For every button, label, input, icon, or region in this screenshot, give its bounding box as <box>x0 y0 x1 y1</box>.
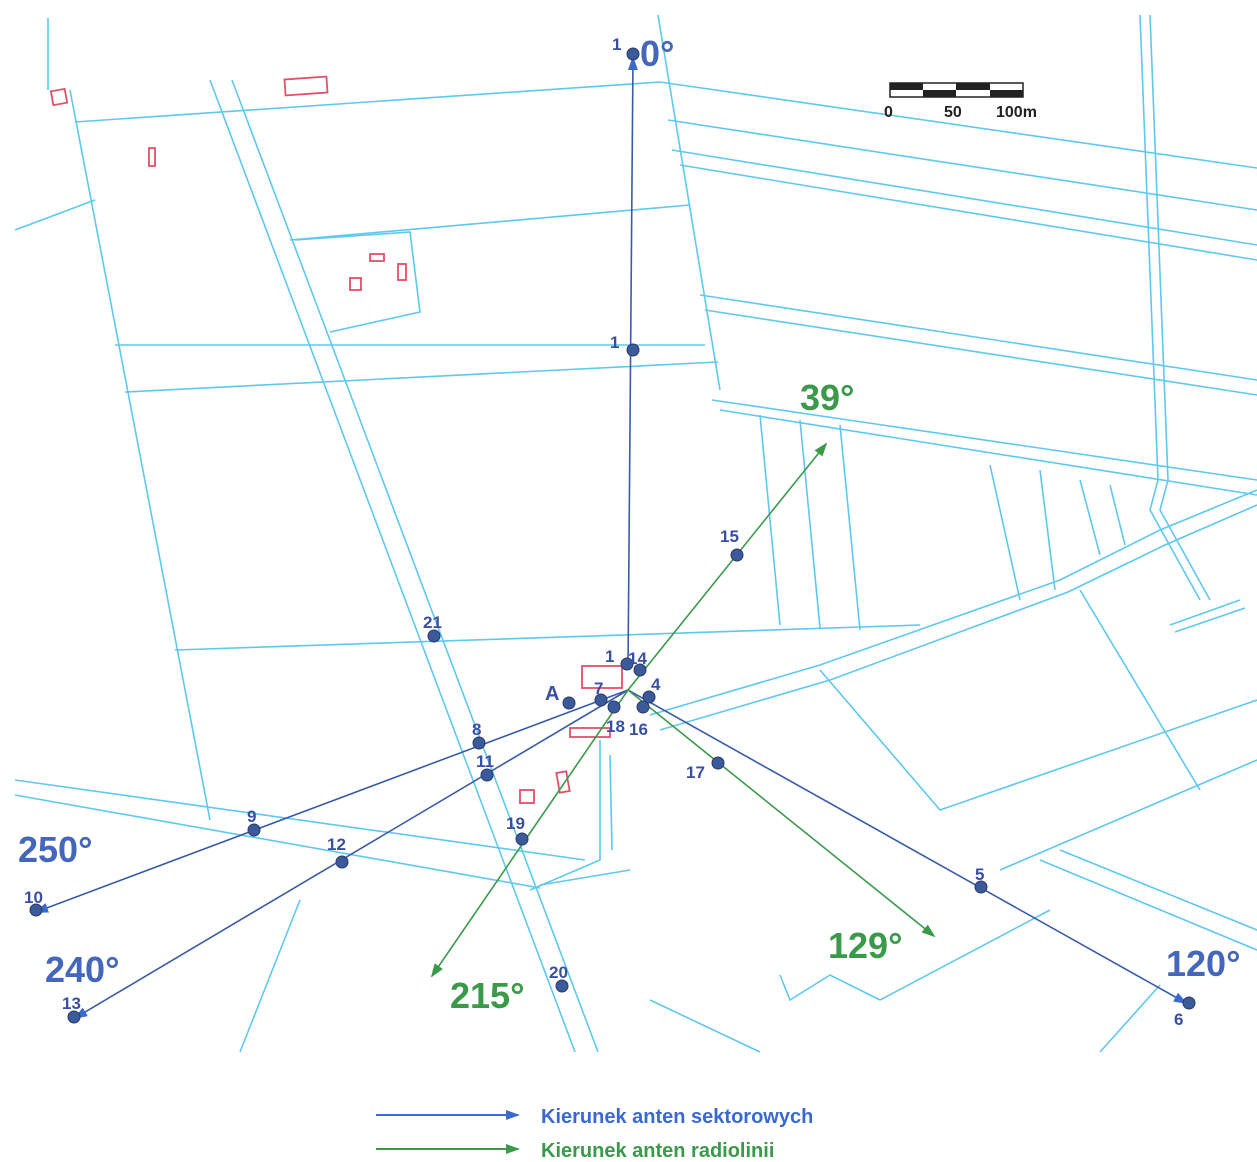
sector-line-250deg <box>34 689 629 913</box>
radio-line-39deg <box>627 442 828 691</box>
point-11 <box>480 768 494 782</box>
label-point-21: 21 <box>423 613 442 632</box>
point-16 <box>636 700 650 714</box>
point-14 <box>633 663 647 677</box>
label-point-12: 12 <box>327 835 346 854</box>
point-7 <box>594 693 608 707</box>
measurement-points <box>29 47 1196 1024</box>
label-point-13: 13 <box>62 994 81 1013</box>
scale-bar: 0 50 100m <box>884 82 1037 121</box>
sector-line-120deg <box>627 689 1188 1004</box>
point-A <box>562 696 576 710</box>
scale-label-100m: 100m <box>996 104 1037 121</box>
legend-radio-label: Kierunek anten radiolinii <box>541 1140 774 1162</box>
label-point-1-top: 1 <box>612 35 621 54</box>
sector-antenna-lines <box>34 56 1188 1020</box>
label-point-17: 17 <box>686 763 705 782</box>
label-point-15: 15 <box>720 527 739 546</box>
point-20 <box>555 979 569 993</box>
angle-label-215: 215° <box>450 975 524 1016</box>
label-point-5: 5 <box>975 865 984 884</box>
label-point-8: 8 <box>472 720 481 739</box>
point-13 <box>67 1010 81 1024</box>
point-1-center <box>620 657 634 671</box>
label-point-A: A <box>545 683 559 705</box>
point-labels: 1 1 1 14 A 7 4 18 16 8 11 9 12 10 13 15 … <box>24 35 1183 1029</box>
radio-link-lines <box>430 442 936 978</box>
angle-labels: 0° 39° 120° 129° 215° 240° 250° <box>18 33 1240 1016</box>
radio-line-129deg <box>627 689 936 938</box>
point-17 <box>711 756 725 770</box>
buildings <box>49 75 623 804</box>
label-point-14: 14 <box>628 649 647 668</box>
angle-label-0: 0° <box>640 33 674 74</box>
legend: Kierunek anten sektorowych Kierunek ante… <box>376 1106 813 1162</box>
point-1-top <box>626 47 640 61</box>
label-point-10: 10 <box>24 888 43 907</box>
label-point-1-mid: 1 <box>610 333 619 352</box>
point-4 <box>642 690 656 704</box>
label-point-19: 19 <box>506 814 525 833</box>
label-point-20: 20 <box>549 963 568 982</box>
point-18 <box>607 700 621 714</box>
sector-line-240deg <box>73 689 629 1020</box>
radio-line-215deg <box>430 689 629 978</box>
point-12 <box>335 855 349 869</box>
point-21 <box>427 629 441 643</box>
point-6 <box>1182 996 1196 1010</box>
point-5 <box>974 880 988 894</box>
label-point-11: 11 <box>476 752 494 771</box>
sector-line-0deg <box>627 56 638 671</box>
point-10 <box>29 903 43 917</box>
label-point-16: 16 <box>629 720 648 739</box>
point-9 <box>247 823 261 837</box>
point-15 <box>730 548 744 562</box>
angle-label-129: 129° <box>828 925 902 966</box>
point-1-mid <box>626 343 640 357</box>
legend-sector-label: Kierunek anten sektorowych <box>541 1106 813 1128</box>
angle-label-240: 240° <box>45 949 119 990</box>
label-point-1-center: 1 <box>605 647 614 666</box>
angle-label-120: 120° <box>1166 943 1240 984</box>
scale-label-0: 0 <box>884 104 893 121</box>
label-point-4: 4 <box>651 675 661 694</box>
point-8 <box>472 736 486 750</box>
label-point-6: 6 <box>1174 1010 1183 1029</box>
label-point-7: 7 <box>594 679 603 698</box>
label-point-18: 18 <box>606 717 625 736</box>
point-19 <box>515 832 529 846</box>
parcel-lines <box>14 14 1257 1053</box>
angle-label-39: 39° <box>800 377 854 418</box>
scale-label-50: 50 <box>944 104 962 121</box>
label-point-9: 9 <box>247 807 256 826</box>
angle-label-250: 250° <box>18 829 92 870</box>
